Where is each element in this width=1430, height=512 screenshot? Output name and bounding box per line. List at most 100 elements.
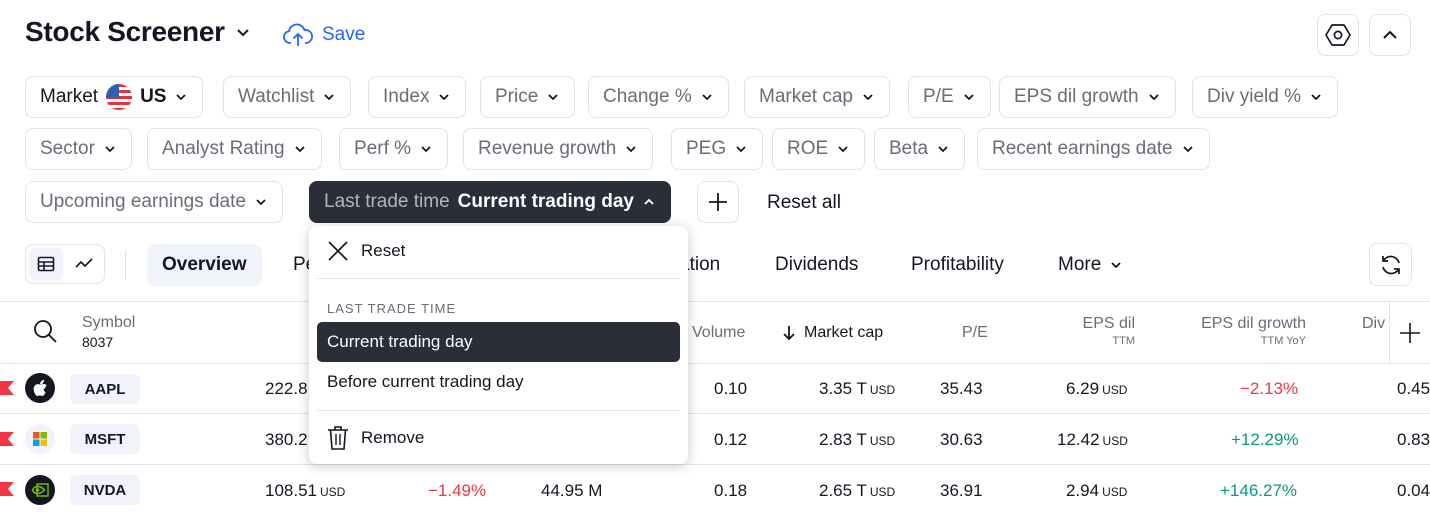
filter-market-cap[interactable]: Market cap <box>744 76 890 118</box>
last-trade-time-menu: Reset LAST TRADE TIME Current trading da… <box>309 226 688 464</box>
filter-market[interactable]: Market US <box>25 76 204 118</box>
save-label: Save <box>322 24 366 45</box>
collapse-button[interactable] <box>1369 14 1411 56</box>
filter-upcoming-earnings-date[interactable]: Upcoming earnings date <box>25 181 283 223</box>
market-label: Market <box>40 86 99 107</box>
chip-value: Current trading day <box>457 191 634 212</box>
header-label: Div <box>1362 315 1386 332</box>
header-eps-dil[interactable]: EPS dil TTM <box>1040 315 1135 347</box>
filter-perf[interactable]: Perf % <box>339 128 449 170</box>
tab-label: ation <box>679 254 721 275</box>
cell-eps: 6.29 USD <box>1066 379 1127 399</box>
save-button[interactable]: Save <box>282 22 365 48</box>
value: 2.65 T <box>819 481 867 500</box>
chevron-down-icon <box>236 29 249 37</box>
menu-item-label: Reset <box>361 241 406 260</box>
cell-div: 0.83 <box>1397 430 1430 449</box>
cell-rel-volume: 0.10 <box>714 379 748 398</box>
tab-profitability[interactable]: Profitability <box>896 244 1019 286</box>
page-title[interactable]: Stock Screener <box>25 16 251 48</box>
trash-icon <box>328 426 348 450</box>
search-icon <box>34 320 57 343</box>
menu-remove[interactable]: Remove <box>317 418 680 458</box>
chip-label: Recent earnings date <box>992 138 1173 159</box>
unit: USD <box>869 383 896 397</box>
filter-peg[interactable]: PEG <box>671 128 764 170</box>
filter-index[interactable]: Index <box>368 76 467 118</box>
chip-label: Perf % <box>354 138 412 159</box>
close-icon <box>328 241 348 261</box>
filter-sector[interactable]: Sector <box>25 128 132 170</box>
chevron-down-icon <box>324 94 335 101</box>
ticker-badge[interactable]: AAPL <box>70 374 140 404</box>
tab-label: Profitability <box>911 254 1004 275</box>
unit: USD <box>869 434 896 448</box>
filter-div-yield[interactable]: Div yield % <box>1192 76 1338 118</box>
chip-label: Change % <box>603 86 692 107</box>
cell-eps-growth: −2.13% <box>1240 379 1299 398</box>
filter-last-trade-time[interactable]: Last trade time Current trading day <box>309 181 671 223</box>
header-volume[interactable]: Volume <box>692 324 745 342</box>
flag-marker-icon <box>0 482 14 496</box>
header-div[interactable]: Div <box>1362 315 1385 333</box>
menu-option-before-current-trading-day[interactable]: Before current trading day <box>317 362 680 402</box>
header-label: P/E <box>962 324 988 341</box>
chevron-down-icon <box>626 146 637 153</box>
header-pe[interactable]: P/E <box>962 324 988 342</box>
chip-label: Watchlist <box>238 86 315 107</box>
chip-label: Market cap <box>759 86 853 107</box>
table-divider <box>0 413 1430 414</box>
tab-valuation[interactable]: ation <box>664 244 735 286</box>
header-market-cap[interactable]: Market cap <box>782 324 883 342</box>
chevron-down-icon <box>105 146 115 153</box>
filter-watchlist[interactable]: Watchlist <box>223 76 352 118</box>
line-chart-icon <box>75 258 93 268</box>
menu-item-label: Before current trading day <box>327 372 524 391</box>
refresh-icon <box>1381 255 1400 274</box>
cell-market-cap: 3.35 T USD <box>819 379 895 399</box>
chip-label: P/E <box>923 86 954 107</box>
chevron-down-icon <box>548 94 558 101</box>
filter-revenue-growth[interactable]: Revenue growth <box>463 128 654 170</box>
header-sub: TTM <box>1112 335 1135 347</box>
cell-volume: 44.95 M <box>541 481 603 500</box>
filter-eps-dil-growth[interactable]: EPS dil growth <box>999 76 1176 118</box>
cell-price: 222.8 <box>265 379 308 398</box>
tab-dividends[interactable]: Dividends <box>760 244 873 286</box>
menu-reset[interactable]: Reset <box>317 231 680 271</box>
reset-all-button[interactable]: Reset all <box>767 192 841 213</box>
cell-div: 0.04 <box>1397 481 1430 500</box>
tab-overview[interactable]: Overview <box>147 244 262 286</box>
table-search-button[interactable] <box>32 318 58 349</box>
cloud-upload-icon <box>283 23 313 46</box>
filter-roe[interactable]: ROE <box>772 128 866 170</box>
refresh-button[interactable] <box>1369 243 1412 286</box>
tab-more[interactable]: More <box>1043 244 1138 286</box>
chip-label: EPS dil growth <box>1014 86 1139 107</box>
filter-beta[interactable]: Beta <box>874 128 966 170</box>
ticker-badge[interactable]: MSFT <box>70 424 140 454</box>
filter-analyst-rating[interactable]: Analyst Rating <box>147 128 322 170</box>
add-column-button[interactable] <box>1389 302 1430 364</box>
nvidia-logo-icon <box>25 475 55 505</box>
filter-change-percent[interactable]: Change % <box>588 76 729 118</box>
menu-option-current-trading-day[interactable]: Current trading day <box>317 322 680 362</box>
cell-pe: 35.43 <box>940 379 983 398</box>
chip-label: Div yield % <box>1207 86 1301 107</box>
value: 3.35 T <box>819 379 867 398</box>
filter-recent-earnings-date[interactable]: Recent earnings date <box>977 128 1210 170</box>
add-filter-button[interactable] <box>697 181 739 223</box>
chevron-down-icon <box>1182 146 1193 153</box>
view-toggle <box>25 244 105 284</box>
chip-label: Last trade time <box>324 191 450 212</box>
chevron-down-icon <box>294 146 305 153</box>
filter-price[interactable]: Price <box>480 76 576 118</box>
chart-view-button[interactable] <box>67 248 101 280</box>
table-view-button[interactable] <box>29 248 63 280</box>
settings-button[interactable] <box>1317 14 1359 56</box>
ticker-badge[interactable]: NVDA <box>70 475 140 505</box>
header-eps-dil-growth[interactable]: EPS dil growth TTM YoY <box>1160 315 1306 347</box>
microsoft-logo-icon <box>25 424 55 454</box>
header-symbol[interactable]: Symbol 8037 <box>82 314 135 350</box>
filter-pe[interactable]: P/E <box>908 76 991 118</box>
